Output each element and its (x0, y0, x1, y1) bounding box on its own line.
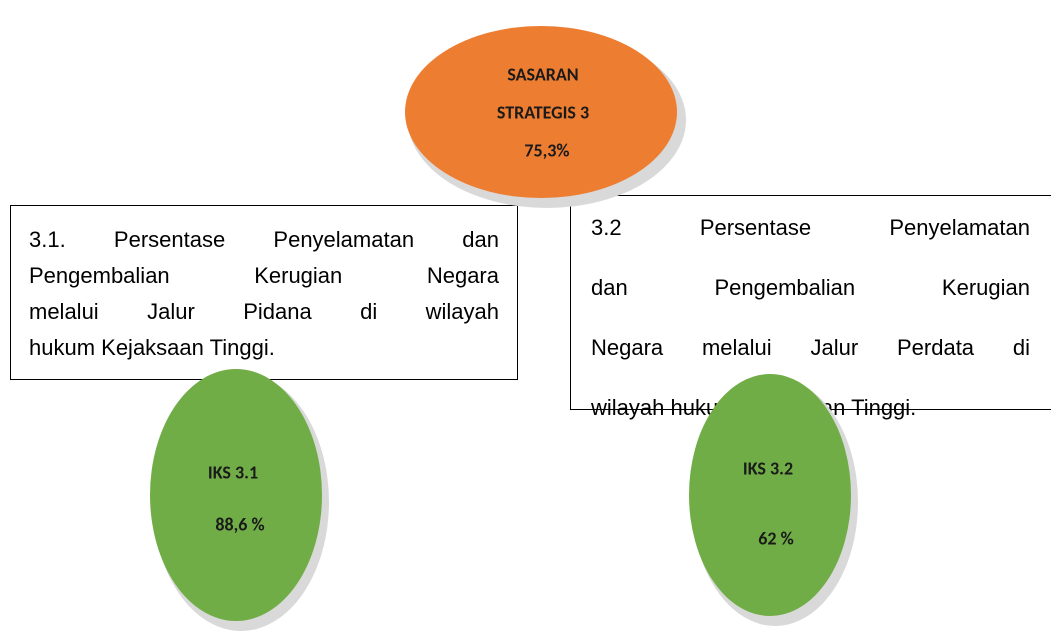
goal-ellipse (405, 26, 677, 198)
indicator-value: 88,6 % (215, 513, 264, 535)
description-line: hukum Kejaksaan Tinggi. (29, 335, 275, 360)
description-line: dan Pengembalian Kerugian (591, 275, 1030, 300)
indicator-ellipse (689, 374, 851, 616)
description-line: Pengembalian Kerugian Negara (29, 263, 499, 288)
goal-text: STRATEGIS 3 (497, 101, 589, 123)
indicator-label: IKS 3.2 (743, 457, 793, 479)
goal-text: SASARAN (507, 63, 578, 85)
indicator-label: IKS 3.1 (208, 461, 258, 483)
goal-text: 75,3% (524, 139, 569, 161)
indicator-value: 62 % (758, 527, 793, 549)
description-line: Negara melalui Jalur Perdata di (591, 335, 1030, 360)
indicator-box: 3.1. Persentase Penyelamatan dan Pengemb… (10, 205, 518, 380)
description-line: 3.1. Persentase Penyelamatan dan (29, 227, 499, 252)
description-line: 3.2 Persentase Penyelamatan (591, 215, 1030, 240)
description-line: melalui Jalur Pidana di wilayah (29, 299, 499, 324)
indicator-ellipse (150, 369, 322, 621)
